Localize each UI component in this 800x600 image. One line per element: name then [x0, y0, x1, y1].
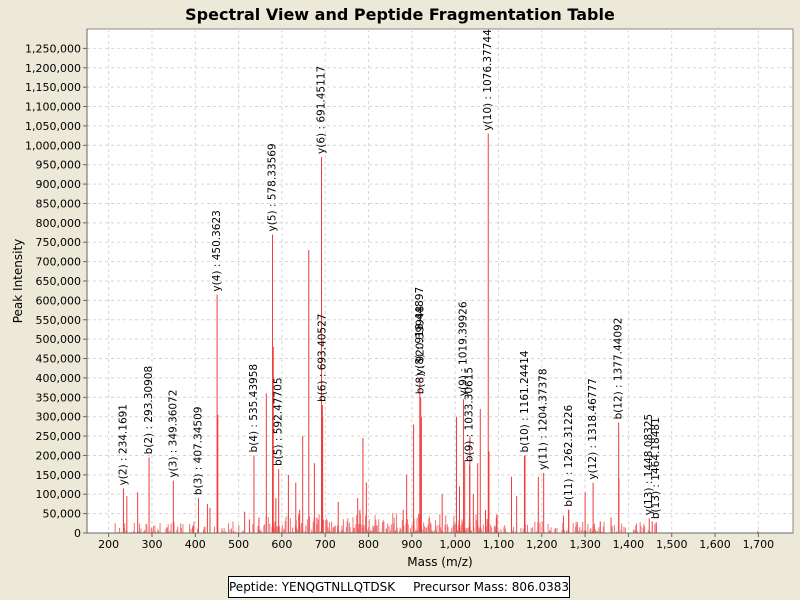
peak-label: y(3) : 349.36072 — [167, 390, 179, 478]
x-tick-label: 1,600 — [699, 538, 731, 551]
x-axis: 200 300 400 500 600 700 800 900 1,000 1,100 1,200 1… — [87, 532, 793, 551]
x-tick-label: 500 — [228, 538, 249, 551]
y-tick-label: 900,000 — [36, 178, 82, 191]
x-tick-label: 1,100 — [483, 538, 515, 551]
x-tick-label: 1,300 — [569, 538, 601, 551]
x-tick-label: 600 — [271, 538, 292, 551]
y-tick-label: 0 — [74, 527, 81, 540]
peak-label: y(13) : 1448.08325 — [643, 414, 655, 515]
y-axis: 0 50,000 100,000 150,000 200,000 250,000 300,0… — [25, 29, 88, 540]
peak-label: y(12) : 1318.46777 — [587, 378, 599, 479]
peak-label: y(8) : 918.44897 — [414, 287, 426, 375]
y-tick-label: 100,000 — [36, 488, 82, 501]
y-tick-label: 1,000,000 — [25, 139, 81, 152]
y-tick-label: 1,200,000 — [25, 62, 81, 75]
y-tick-label: 450,000 — [36, 353, 82, 366]
precursor-mass: Precursor Mass: 806.0383 — [413, 580, 569, 594]
y-tick-label: 1,150,000 — [25, 81, 81, 94]
y-tick-label: 750,000 — [36, 236, 82, 249]
y-tick-label: 150,000 — [36, 469, 82, 482]
y-tick-label: 700,000 — [36, 256, 82, 269]
x-tick-label: 900 — [401, 538, 422, 551]
y-tick-label: 200,000 — [36, 449, 82, 462]
y-tick-label: 400,000 — [36, 372, 82, 385]
peak-label: b(2) : 293.30908 — [143, 366, 155, 455]
peak-label: y(11) : 1204.37378 — [538, 368, 550, 469]
peak-label: b(8) : 920.39948 — [415, 306, 427, 395]
peak-label: y(6) : 691.45117 — [316, 66, 328, 154]
x-tick-label: 1,200 — [526, 538, 558, 551]
x-tick-label: 200 — [98, 538, 119, 551]
y-tick-label: 250,000 — [36, 430, 82, 443]
y-tick-label: 800,000 — [36, 217, 82, 230]
peak-labels: y(2) : 234.1691 b(2) : 293.30908 y(3) : 34… — [117, 29, 662, 519]
y-tick-label: 950,000 — [36, 159, 82, 172]
x-tick-label: 700 — [315, 538, 336, 551]
y-tick-label: 850,000 — [36, 197, 82, 210]
peak-label: b(13) : 1464.18481 — [650, 417, 662, 519]
y-tick-label: 1,050,000 — [25, 120, 81, 133]
peptide-sequence: Peptide: YENQGTNLLQTDSK — [229, 580, 396, 594]
y-tick-label: 300,000 — [36, 411, 82, 424]
peptide-info-box: Peptide: YENQGTNLLQTDSK Precursor Mass: … — [228, 576, 570, 598]
peak-label: b(12) : 1377.44092 — [613, 318, 625, 420]
y-tick-label: 600,000 — [36, 294, 82, 307]
peak-label: b(4) : 535.43958 — [248, 364, 260, 453]
x-tick-label: 300 — [141, 538, 162, 551]
peak-label: b(10) : 1161.24414 — [519, 350, 531, 452]
y-tick-label: 1,100,000 — [25, 101, 81, 114]
peak-label: b(3) : 407.34509 — [192, 407, 204, 496]
peak-label: b(5) : 592.47705 — [273, 377, 285, 466]
spectrum-peaks — [122, 133, 759, 533]
peak-label: b(11) : 1262.31226 — [563, 405, 575, 507]
peak-label: y(9) : 1019.39926 — [458, 301, 470, 396]
y-axis-title: Peak Intensity — [11, 239, 25, 324]
peak-label: b(6) : 693.40527 — [316, 314, 328, 403]
y-tick-label: 1,250,000 — [25, 42, 81, 55]
gridlines — [87, 29, 793, 533]
x-tick-label: 1,000 — [439, 538, 471, 551]
y-tick-label: 650,000 — [36, 275, 82, 288]
x-tick-label: 800 — [358, 538, 379, 551]
x-tick-label: 1,700 — [743, 538, 775, 551]
y-tick-label: 500,000 — [36, 333, 82, 346]
peak-label: y(10) : 1076.37744 — [482, 29, 494, 131]
x-axis-title: Mass (m/z) — [407, 555, 472, 569]
x-tick-label: 400 — [185, 538, 206, 551]
x-tick-label: 1,400 — [613, 538, 645, 551]
peak-label: b(9) : 1033.30615 — [464, 367, 476, 462]
peak-label: y(5) : 578.33569 — [267, 143, 279, 231]
chart-title: Spectral View and Peptide Fragmentation … — [185, 5, 615, 24]
x-tick-label: 1,500 — [656, 538, 688, 551]
peak-label: y(4) : 450.3623 — [211, 210, 223, 291]
y-tick-label: 50,000 — [43, 508, 82, 521]
peak-label: y(2) : 234.1691 — [117, 404, 129, 485]
y-tick-label: 350,000 — [36, 391, 82, 404]
y-tick-label: 550,000 — [36, 314, 82, 327]
